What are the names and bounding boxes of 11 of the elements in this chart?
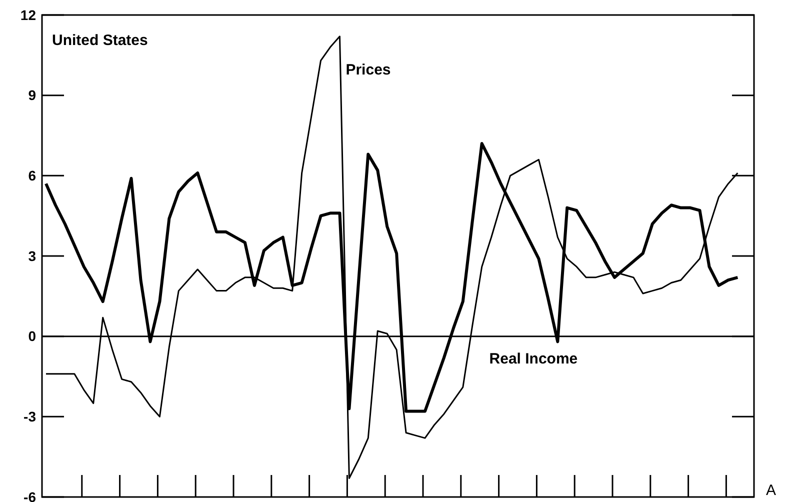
text: A: [766, 482, 776, 499]
y-tick-label: 0: [28, 328, 36, 344]
y-tick-label: 3: [28, 248, 36, 264]
y-tick-label: 12: [20, 6, 36, 23]
y-tick-label: -3: [24, 408, 36, 425]
text: United States: [52, 32, 148, 49]
series-label: Real Income: [489, 350, 578, 368]
y-tick-label: 9: [28, 87, 36, 104]
series-label: Prices: [346, 61, 391, 78]
y-tick-label: -6: [24, 488, 36, 502]
y-tick-label: 6: [28, 168, 36, 184]
